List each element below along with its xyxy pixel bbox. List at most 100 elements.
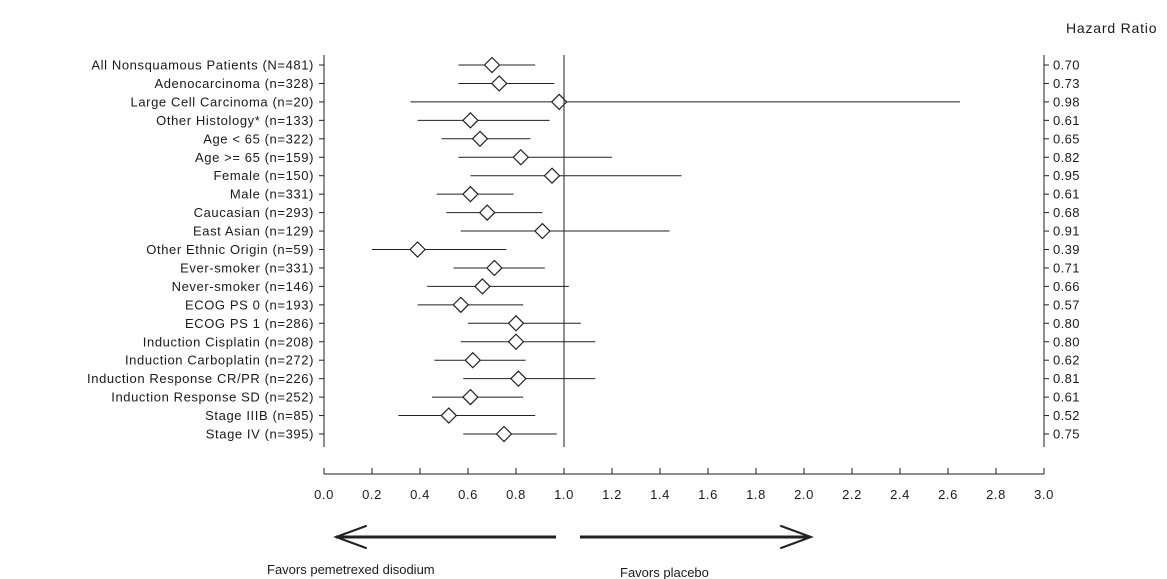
x-tick-label: 0.8 <box>506 487 526 502</box>
hr-marker <box>507 333 525 351</box>
forest-row: Large Cell Carcinoma (n=20) 0.98 <box>131 93 1080 111</box>
hr-marker <box>462 185 479 203</box>
chart-title: Hazard Ratio <box>1066 20 1157 36</box>
row-hr-value: 0.80 <box>1053 334 1080 349</box>
hr-marker <box>452 296 470 314</box>
forest-row: Other Ethnic Origin (n=59) 0.39 <box>146 241 1080 258</box>
row-hr-value: 0.91 <box>1053 224 1080 239</box>
x-tick-label: 3.0 <box>1034 487 1054 502</box>
forest-row: Age < 65 (n=322) 0.65 <box>203 130 1080 148</box>
row-hr-value: 0.61 <box>1053 187 1080 202</box>
row-label: Female (n=150) <box>213 168 314 183</box>
forest-row: Other Histology* (n=133) 0.61 <box>156 112 1080 129</box>
hr-marker <box>534 222 551 240</box>
x-tick-label: 1.6 <box>698 487 718 502</box>
rows-layer: All Nonsquamous Patients (N=481) 0.70 Aden… <box>87 56 1080 443</box>
x-tick-label: 2.0 <box>794 487 814 502</box>
forest-row: ECOG PS 0 (n=193) 0.57 <box>185 296 1080 314</box>
x-tick-label: 0.4 <box>410 487 430 502</box>
hr-marker <box>409 241 426 258</box>
x-tick-label: 0.2 <box>362 487 382 502</box>
row-hr-value: 0.68 <box>1053 205 1080 220</box>
row-label: Adenocarcinoma (n=328) <box>154 76 314 91</box>
row-hr-value: 0.61 <box>1053 390 1080 405</box>
x-tick-label: 2.4 <box>890 487 910 502</box>
row-hr-value: 0.82 <box>1053 150 1080 165</box>
row-label: Caucasian (n=293) <box>194 205 314 220</box>
forest-row: Male (n=331) 0.61 <box>230 185 1080 203</box>
row-hr-value: 0.98 <box>1053 94 1080 109</box>
row-label: Induction Response CR/PR (n=226) <box>87 371 314 386</box>
favors-right-arrowhead <box>780 525 814 549</box>
row-label: Induction Response SD (n=252) <box>111 390 314 405</box>
row-label: Other Ethnic Origin (n=59) <box>146 242 314 257</box>
row-label: Male (n=331) <box>230 187 314 202</box>
hr-marker <box>486 259 503 277</box>
row-label: East Asian (n=129) <box>193 224 314 239</box>
favors-arrows <box>333 525 814 549</box>
x-tick-label: 0.0 <box>314 487 334 502</box>
axes-layer: 0.0 0.2 0.4 0.6 0.8 1.0 1.2 1.4 1.6 1.8 2.0 2.2 2.4 2… <box>314 55 1054 502</box>
row-label: All Nonsquamous Patients (N=481) <box>91 58 314 73</box>
hr-marker <box>490 75 508 92</box>
row-hr-value: 0.62 <box>1053 353 1080 368</box>
forest-row: Induction Carboplatin (n=272) 0.62 <box>125 351 1080 369</box>
row-hr-value: 0.71 <box>1053 260 1080 275</box>
forest-row: Female (n=150) 0.95 <box>213 167 1080 185</box>
forest-row: Ever-smoker (n=331) 0.71 <box>180 259 1080 277</box>
row-label: Stage IV (n=395) <box>206 427 314 442</box>
forest-row: Never-smoker (n=146) 0.66 <box>172 278 1080 295</box>
x-tick-label: 0.6 <box>458 487 478 502</box>
row-hr-value: 0.65 <box>1053 131 1080 146</box>
hr-marker <box>543 167 561 185</box>
row-label: ECOG PS 0 (n=193) <box>185 297 314 312</box>
forest-row: Age >= 65 (n=159) 0.82 <box>195 148 1080 166</box>
x-tick-label: 1.8 <box>746 487 766 502</box>
x-tick-label: 2.6 <box>938 487 958 502</box>
row-hr-value: 0.61 <box>1053 113 1080 128</box>
favors-left-label: Favors pemetrexed disodium <box>267 562 435 577</box>
x-tick-label: 1.2 <box>602 487 622 502</box>
forest-row: Induction Cisplatin (n=208) 0.80 <box>143 333 1080 351</box>
forest-row: Induction Response SD (n=252) 0.61 <box>111 388 1080 406</box>
hr-marker <box>495 425 513 443</box>
row-hr-value: 0.39 <box>1053 242 1080 257</box>
row-label: Stage IIIB (n=85) <box>205 408 314 423</box>
forest-row: Caucasian (n=293) 0.68 <box>194 204 1080 221</box>
forest-row: ECOG PS 1 (n=286) 0.80 <box>185 314 1080 332</box>
favors-right-label: Favors placebo <box>620 565 709 579</box>
row-label: Ever-smoker (n=331) <box>180 260 314 275</box>
hr-marker <box>462 388 479 406</box>
row-label: ECOG PS 1 (n=286) <box>185 316 314 331</box>
row-hr-value: 0.66 <box>1053 279 1080 294</box>
x-tick-label: 1.4 <box>650 487 670 502</box>
hr-marker <box>471 130 489 148</box>
row-hr-value: 0.57 <box>1053 297 1080 312</box>
row-label: Age >= 65 (n=159) <box>195 150 314 165</box>
hr-marker <box>478 204 496 221</box>
forest-row: East Asian (n=129) 0.91 <box>193 222 1080 240</box>
row-hr-value: 0.81 <box>1053 371 1080 386</box>
hr-marker <box>483 56 501 74</box>
row-hr-value: 0.95 <box>1053 168 1080 183</box>
forest-row: Adenocarcinoma (n=328) 0.73 <box>154 75 1080 92</box>
row-hr-value: 0.70 <box>1053 58 1080 73</box>
hr-marker <box>510 370 527 387</box>
row-hr-value: 0.75 <box>1053 427 1080 442</box>
row-label: Large Cell Carcinoma (n=20) <box>131 94 314 109</box>
forest-row: Stage IIIB (n=85) 0.52 <box>205 407 1080 424</box>
forest-row: All Nonsquamous Patients (N=481) 0.70 <box>91 56 1080 74</box>
row-label: Induction Cisplatin (n=208) <box>143 334 314 349</box>
row-label: Never-smoker (n=146) <box>172 279 314 294</box>
hr-marker <box>512 148 530 166</box>
row-hr-value: 0.80 <box>1053 316 1080 331</box>
forest-row: Induction Response CR/PR (n=226) 0.81 <box>87 370 1080 387</box>
hr-marker <box>474 278 491 295</box>
row-label: Age < 65 (n=322) <box>203 131 314 146</box>
row-hr-value: 0.52 <box>1053 408 1080 423</box>
x-tick-label: 2.8 <box>986 487 1006 502</box>
row-label: Induction Carboplatin (n=272) <box>125 353 314 368</box>
hr-marker <box>464 351 482 369</box>
row-label: Other Histology* (n=133) <box>156 113 314 128</box>
